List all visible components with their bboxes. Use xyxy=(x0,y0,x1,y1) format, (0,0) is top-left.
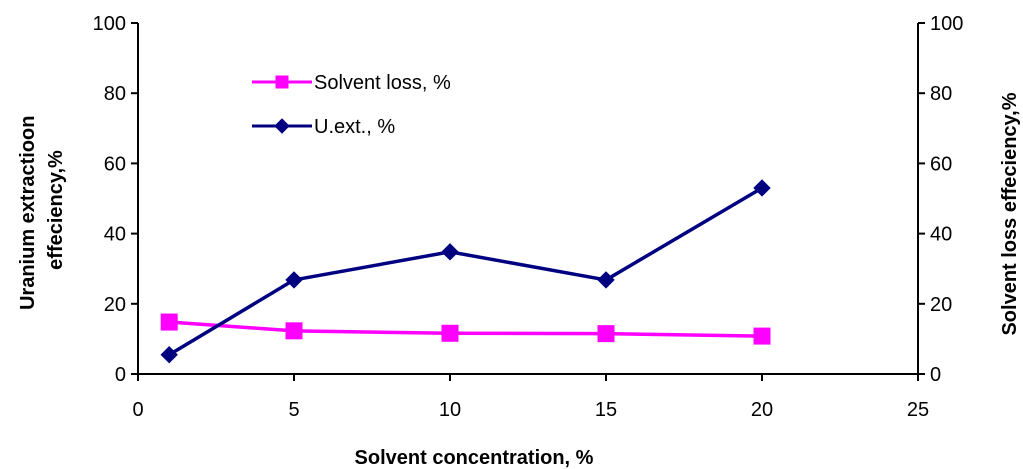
legend-marker-solvent-loss xyxy=(275,75,289,89)
x-tick-label: 25 xyxy=(907,399,929,421)
legend-entry-u-ext: U.ext., % xyxy=(252,116,395,138)
left-y-tick-label: 40 xyxy=(104,224,126,246)
left-y-tick-label: 20 xyxy=(104,294,126,316)
legend: Solvent loss, % U.ext., % xyxy=(252,72,451,138)
left-y-tick-label: 60 xyxy=(104,153,126,175)
series-line-solvent-loss xyxy=(169,320,763,338)
left-y-tick-label: 100 xyxy=(93,13,126,35)
marker-layer xyxy=(160,179,771,364)
axes-layer xyxy=(137,23,919,375)
left-y-axis-title-line1: Uranium extractioon xyxy=(17,116,39,310)
right-y-tick-label: 40 xyxy=(930,224,952,246)
data-point-u-ext xyxy=(753,179,771,197)
right-y-tick-label: 80 xyxy=(930,83,952,105)
legend-label-solvent-loss: Solvent loss, % xyxy=(314,72,451,94)
data-point-solvent-loss xyxy=(285,322,303,340)
right-y-tick-label: 0 xyxy=(930,364,941,386)
right-y-tick-label: 20 xyxy=(930,294,952,316)
x-tick-label: 20 xyxy=(751,399,773,421)
data-point-solvent-loss xyxy=(160,313,178,331)
x-tick-label: 10 xyxy=(439,399,461,421)
data-point-solvent-loss xyxy=(597,325,615,343)
left-y-axis-title-line2: effeciency,% xyxy=(45,150,67,270)
series-layer xyxy=(168,186,763,357)
x-axis-title: Solvent concentration, % xyxy=(355,447,594,469)
right-y-axis-title: Solvent loss effeciency,% xyxy=(999,92,1021,335)
right-y-tick-label: 100 xyxy=(930,13,963,35)
left-y-tick-label: 80 xyxy=(104,83,126,105)
left-y-tick-label: 0 xyxy=(115,364,126,386)
x-tick-label: 0 xyxy=(132,399,143,421)
x-tick-label: 15 xyxy=(595,399,617,421)
right-y-tick-label: 60 xyxy=(930,153,952,175)
x-tick-label: 5 xyxy=(288,399,299,421)
data-point-u-ext xyxy=(285,271,303,289)
legend-entry-solvent-loss: Solvent loss, % xyxy=(252,72,451,94)
data-point-u-ext xyxy=(160,345,178,364)
legend-label-u-ext: U.ext., % xyxy=(314,116,395,138)
data-point-u-ext xyxy=(441,243,459,261)
data-point-u-ext xyxy=(597,271,615,289)
left-y-axis-title: Uranium extractioon effeciency,% xyxy=(17,110,67,310)
data-point-solvent-loss xyxy=(441,324,459,342)
data-point-solvent-loss xyxy=(753,327,771,345)
legend-marker-u-ext xyxy=(274,118,290,134)
